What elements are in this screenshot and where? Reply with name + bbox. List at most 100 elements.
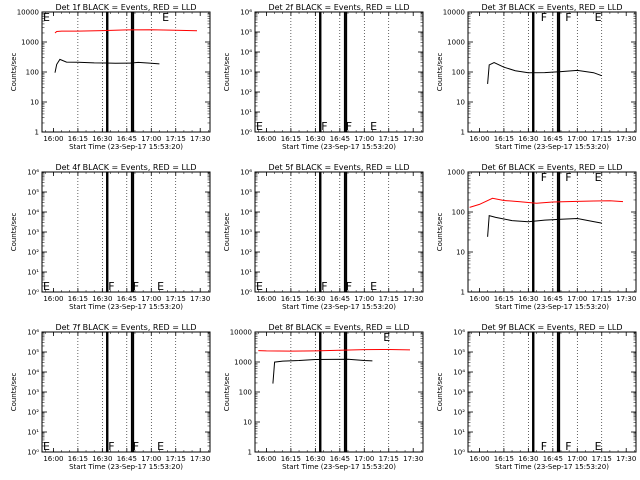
x-tick-label: 17:00 <box>354 135 374 143</box>
series-lld-line <box>469 197 624 208</box>
x-tick-label: 16:30 <box>518 455 538 463</box>
x-tick-label: 16:45 <box>543 455 563 463</box>
y-tick-label: 10⁶ <box>27 329 39 337</box>
x-tick-label: 16:15 <box>494 455 514 463</box>
x-tick-label: 16:00 <box>256 295 276 303</box>
y-tick-label: 100 <box>452 209 465 217</box>
chart-panel-5: Det 5f BLACK = Events, RED = LLD 10⁰ 10¹ 10… <box>223 163 424 311</box>
y-tick-label: 10² <box>240 89 252 97</box>
x-tick-label: 17:15 <box>592 295 612 303</box>
plot-frame <box>254 11 424 133</box>
y-tick-label: 10⁰ <box>240 129 252 137</box>
x-tick-label: 16:45 <box>330 135 350 143</box>
x-tick-label: 17:00 <box>354 455 374 463</box>
flag-marker: F <box>346 120 352 133</box>
flag-marker: F <box>108 440 114 453</box>
x-tick-label: 17:15 <box>166 135 186 143</box>
y-tick-label: 10⁵ <box>240 189 252 197</box>
y-tick-label: 10² <box>453 409 465 417</box>
y-axis-label: Counts/sec <box>10 373 18 412</box>
flag-marker: F <box>565 11 571 24</box>
y-tick-label: 10⁵ <box>453 349 465 357</box>
x-tick-label: 17:30 <box>616 455 636 463</box>
x-tick-label: 17:15 <box>379 455 399 463</box>
chart-title: Det 6f BLACK = Events, RED = LLD <box>481 163 622 172</box>
y-tick-label: 10⁶ <box>27 169 39 177</box>
x-tick-label: 17:15 <box>592 135 612 143</box>
x-tick-label: 16:15 <box>281 455 301 463</box>
series-events-line <box>487 61 602 84</box>
y-tick-label: 10³ <box>453 389 465 397</box>
x-tick-label: 17:30 <box>190 295 210 303</box>
x-tick-label: 17:15 <box>379 135 399 143</box>
chart-panel-3: Det 3f BLACK = Events, RED = LLD 1 10 100 10… <box>436 3 637 151</box>
flag-marker: E <box>43 280 50 293</box>
y-tick-label: 10³ <box>27 229 39 237</box>
flag-marker: E <box>43 11 50 24</box>
y-tick-label: 10 <box>30 99 39 107</box>
y-tick-label: 100 <box>26 69 39 77</box>
x-tick-label: 17:00 <box>567 295 587 303</box>
y-tick-label: 10³ <box>240 69 252 77</box>
x-axis-label: Start Time (23-Sep-17 15:53:20) <box>495 143 609 151</box>
x-tick-label: 16:15 <box>281 295 301 303</box>
flag-marker: E <box>162 11 169 24</box>
x-tick-label: 16:45 <box>117 295 137 303</box>
flag-marker: F <box>321 280 327 293</box>
chart-panel-2: Det 2f BLACK = Events, RED = LLD 10⁰ 10¹ 10… <box>223 3 424 151</box>
x-tick-label: 16:15 <box>68 295 88 303</box>
x-tick-label: 16:30 <box>305 455 325 463</box>
chart-panel-1: Det 1f BLACK = Events, RED = LLD 1 10 100 10… <box>10 3 211 151</box>
series-events-line <box>54 58 160 73</box>
x-tick-label: 17:00 <box>141 295 161 303</box>
y-tick-label: 10⁴ <box>453 369 465 377</box>
x-axis-label: Start Time (23-Sep-17 15:53:20) <box>495 303 609 311</box>
y-tick-label: 1 <box>461 289 465 297</box>
y-tick-label: 1 <box>35 129 39 137</box>
flag-marker: E <box>595 171 602 184</box>
y-tick-label: 10 <box>243 419 252 427</box>
flag-marker: F <box>346 280 352 293</box>
y-tick-label: 1 <box>461 129 465 137</box>
y-tick-label: 10⁵ <box>27 189 39 197</box>
y-tick-label: 10² <box>240 249 252 257</box>
flag-marker: E <box>256 280 263 293</box>
flag-marker: E <box>383 331 390 344</box>
y-axis-label: Counts/sec <box>436 213 444 252</box>
x-tick-label: 16:30 <box>305 135 325 143</box>
y-tick-label: 10 <box>456 249 465 257</box>
y-tick-label: 10⁵ <box>240 29 252 37</box>
y-tick-label: 10⁴ <box>27 369 39 377</box>
x-tick-label: 17:30 <box>403 135 423 143</box>
x-axis-label: Start Time (23-Sep-17 15:53:20) <box>69 303 183 311</box>
x-tick-label: 16:15 <box>281 135 301 143</box>
x-tick-label: 17:30 <box>616 135 636 143</box>
y-tick-label: 100 <box>452 69 465 77</box>
y-tick-label: 10⁶ <box>240 9 252 17</box>
x-tick-label: 16:15 <box>494 135 514 143</box>
chart-panel-4: Det 4f BLACK = Events, RED = LLD 10⁰ 10¹ 10… <box>10 163 211 311</box>
y-tick-label: 10⁴ <box>240 49 252 57</box>
plot-frame <box>41 331 211 453</box>
x-tick-label: 16:00 <box>43 135 63 143</box>
x-axis-label: Start Time (23-Sep-17 15:53:20) <box>495 463 609 471</box>
y-tick-label: 10² <box>27 409 39 417</box>
chart-title: Det 3f BLACK = Events, RED = LLD <box>481 3 622 12</box>
flag-marker: F <box>541 11 547 24</box>
x-axis-label: Start Time (23-Sep-17 15:53:20) <box>69 143 183 151</box>
x-tick-label: 16:45 <box>543 295 563 303</box>
flag-marker: E <box>370 280 377 293</box>
flag-marker: F <box>541 440 547 453</box>
x-tick-label: 17:00 <box>354 295 374 303</box>
y-tick-label: 10000 <box>17 9 39 17</box>
y-axis-label: Counts/sec <box>436 53 444 92</box>
y-axis-label: Counts/sec <box>436 373 444 412</box>
x-tick-label: 16:45 <box>330 295 350 303</box>
x-tick-label: 16:45 <box>543 135 563 143</box>
y-tick-label: 10⁰ <box>240 289 252 297</box>
x-tick-label: 17:15 <box>166 455 186 463</box>
y-tick-label: 10² <box>27 249 39 257</box>
x-axis-label: Start Time (23-Sep-17 15:53:20) <box>282 463 396 471</box>
x-tick-label: 17:15 <box>379 295 399 303</box>
